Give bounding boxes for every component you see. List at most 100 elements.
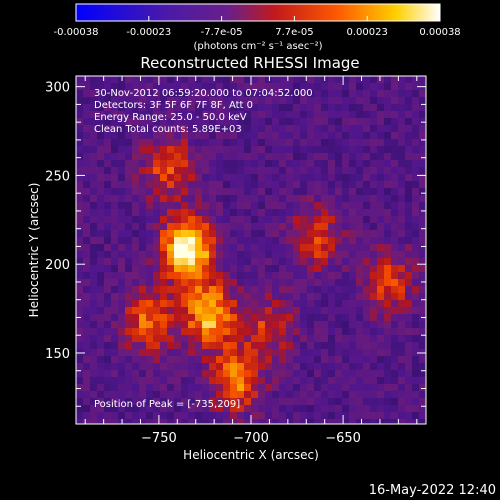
heatmap-cell bbox=[90, 405, 97, 412]
heatmap-cell bbox=[174, 251, 181, 258]
heatmap-cell bbox=[391, 181, 398, 188]
heatmap-cell bbox=[90, 321, 97, 328]
heatmap-cell bbox=[405, 279, 412, 286]
heatmap-cell bbox=[321, 279, 328, 286]
heatmap-cell bbox=[160, 104, 167, 111]
heatmap-cell bbox=[174, 391, 181, 398]
heatmap-cell bbox=[237, 342, 244, 349]
heatmap-cell bbox=[209, 314, 216, 321]
heatmap-cell bbox=[335, 139, 342, 146]
heatmap-cell bbox=[398, 153, 405, 160]
heatmap-cell bbox=[342, 258, 349, 265]
heatmap-cell bbox=[244, 181, 251, 188]
heatmap-cell bbox=[118, 251, 125, 258]
heatmap-cell bbox=[97, 118, 104, 125]
heatmap-cell bbox=[195, 405, 202, 412]
heatmap-cell bbox=[223, 356, 230, 363]
heatmap-cell bbox=[342, 398, 349, 405]
heatmap-cell bbox=[293, 188, 300, 195]
heatmap-cell bbox=[391, 83, 398, 90]
heatmap-cell bbox=[90, 328, 97, 335]
heatmap-cell bbox=[223, 216, 230, 223]
heatmap-cell bbox=[125, 370, 132, 377]
heatmap-cell bbox=[272, 356, 279, 363]
heatmap-cell bbox=[342, 174, 349, 181]
heatmap-cell bbox=[419, 90, 426, 97]
heatmap-cell bbox=[349, 139, 356, 146]
heatmap-cell bbox=[174, 272, 181, 279]
heatmap-cell bbox=[146, 181, 153, 188]
heatmap-cell bbox=[230, 90, 237, 97]
heatmap-cell bbox=[398, 160, 405, 167]
heatmap-cell bbox=[398, 125, 405, 132]
heatmap-cell bbox=[237, 125, 244, 132]
heatmap-cell bbox=[181, 237, 188, 244]
heatmap-cell bbox=[153, 244, 160, 251]
heatmap-cell bbox=[363, 188, 370, 195]
heatmap-cell bbox=[349, 335, 356, 342]
heatmap-cell bbox=[377, 181, 384, 188]
heatmap-cell bbox=[90, 223, 97, 230]
heatmap-cell bbox=[419, 160, 426, 167]
heatmap-cell bbox=[300, 174, 307, 181]
heatmap-cell bbox=[335, 160, 342, 167]
heatmap-cell bbox=[167, 321, 174, 328]
heatmap-cell bbox=[314, 174, 321, 181]
heatmap-cell bbox=[83, 412, 90, 419]
heatmap-cell bbox=[202, 223, 209, 230]
heatmap-cell bbox=[391, 174, 398, 181]
heatmap-cell bbox=[139, 279, 146, 286]
heatmap-cell bbox=[125, 328, 132, 335]
heatmap-cell bbox=[272, 153, 279, 160]
heatmap-cell bbox=[293, 251, 300, 258]
heatmap-cell bbox=[111, 195, 118, 202]
heatmap-cell bbox=[230, 314, 237, 321]
heatmap-cell bbox=[202, 230, 209, 237]
heatmap-cell bbox=[125, 160, 132, 167]
heatmap-cell bbox=[209, 405, 216, 412]
heatmap-cell bbox=[76, 279, 83, 286]
heatmap-cell bbox=[125, 167, 132, 174]
heatmap-cell bbox=[104, 293, 111, 300]
heatmap-cell bbox=[398, 188, 405, 195]
heatmap-cell bbox=[391, 272, 398, 279]
heatmap-cell bbox=[412, 251, 419, 258]
heatmap-cell bbox=[132, 321, 139, 328]
heatmap-cell bbox=[412, 209, 419, 216]
heatmap-cell bbox=[349, 244, 356, 251]
heatmap-cell bbox=[195, 118, 202, 125]
heatmap-cell bbox=[321, 405, 328, 412]
heatmap-cell bbox=[405, 321, 412, 328]
heatmap-cell bbox=[258, 216, 265, 223]
heatmap-cell bbox=[356, 216, 363, 223]
heatmap-cell bbox=[146, 286, 153, 293]
heatmap-cell bbox=[286, 76, 293, 83]
heatmap-cell bbox=[251, 300, 258, 307]
heatmap-cell bbox=[328, 307, 335, 314]
heatmap-cell bbox=[419, 391, 426, 398]
heatmap-cell bbox=[251, 237, 258, 244]
heatmap-cell bbox=[258, 307, 265, 314]
heatmap-cell bbox=[83, 265, 90, 272]
heatmap-cell bbox=[258, 237, 265, 244]
heatmap-cell bbox=[104, 405, 111, 412]
heatmap-cell bbox=[104, 90, 111, 97]
heatmap-cell bbox=[90, 153, 97, 160]
heatmap-cell bbox=[307, 307, 314, 314]
heatmap-cell bbox=[104, 139, 111, 146]
heatmap-cell bbox=[258, 174, 265, 181]
heatmap-cell bbox=[419, 265, 426, 272]
heatmap-cell bbox=[153, 90, 160, 97]
heatmap-cell bbox=[209, 272, 216, 279]
heatmap-cell bbox=[363, 412, 370, 419]
heatmap-cell bbox=[251, 272, 258, 279]
heatmap-cell bbox=[181, 83, 188, 90]
heatmap-cell bbox=[356, 90, 363, 97]
heatmap-cell bbox=[202, 174, 209, 181]
heatmap-cell bbox=[300, 384, 307, 391]
heatmap-cell bbox=[223, 405, 230, 412]
heatmap-cell bbox=[412, 188, 419, 195]
heatmap-cell bbox=[153, 398, 160, 405]
heatmap-cell bbox=[251, 398, 258, 405]
heatmap-cell bbox=[202, 97, 209, 104]
